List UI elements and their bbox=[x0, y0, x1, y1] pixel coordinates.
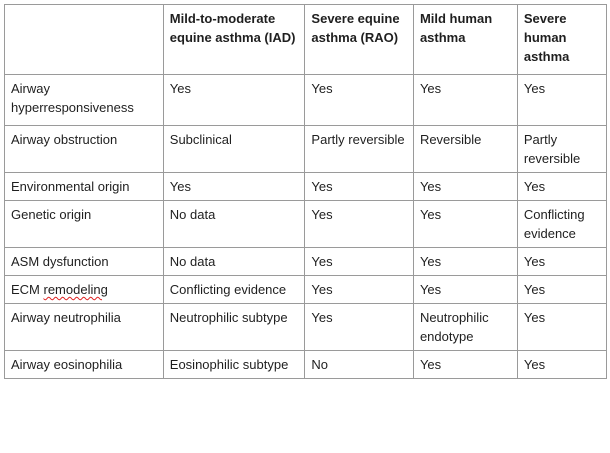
header-cell-severe-human: Severe human asthma bbox=[516, 4, 608, 75]
table-cell: Yes bbox=[412, 275, 518, 304]
table-row: ASM dysfunction No data Yes Yes Yes bbox=[4, 247, 608, 276]
header-cell-empty bbox=[4, 4, 164, 75]
table-cell: Yes bbox=[516, 172, 608, 201]
row-label: ECM remodeling bbox=[4, 275, 164, 304]
table-cell: Yes bbox=[304, 74, 414, 126]
table-cell: Yes bbox=[304, 275, 414, 304]
table-cell: No data bbox=[162, 247, 306, 276]
table-row: Airway eosinophilia Eosinophilic subtype… bbox=[4, 350, 608, 379]
table-cell: Eosinophilic subtype bbox=[162, 350, 306, 379]
comparison-table: Mild-to-moderate equine asthma (IAD) Sev… bbox=[4, 4, 608, 379]
table-cell: Conflicting evidence bbox=[162, 275, 306, 304]
row-label: ASM dysfunction bbox=[4, 247, 164, 276]
table-cell: No data bbox=[162, 200, 306, 248]
table-cell: Yes bbox=[412, 350, 518, 379]
row-label: Airway hyperresponsiveness bbox=[4, 74, 164, 126]
table-cell: Yes bbox=[162, 74, 306, 126]
table-row: Airway hyperresponsiveness Yes Yes Yes Y… bbox=[4, 74, 608, 126]
table-cell: Subclinical bbox=[162, 125, 306, 173]
table-row: Genetic origin No data Yes Yes Conflicti… bbox=[4, 200, 608, 248]
table-cell: Yes bbox=[412, 200, 518, 248]
row-label-prefix: ECM bbox=[11, 282, 44, 297]
table-cell: Yes bbox=[412, 74, 518, 126]
table-cell: Yes bbox=[304, 303, 414, 351]
table-row: Airway neutrophilia Neutrophilic subtype… bbox=[4, 303, 608, 351]
row-label: Airway eosinophilia bbox=[4, 350, 164, 379]
table-cell: Yes bbox=[516, 275, 608, 304]
table-row: Airway obstruction Subclinical Partly re… bbox=[4, 125, 608, 173]
table-cell: Yes bbox=[304, 200, 414, 248]
table-cell: Reversible bbox=[412, 125, 518, 173]
table-cell: Neutrophilic endotype bbox=[412, 303, 518, 351]
row-label: Airway neutrophilia bbox=[4, 303, 164, 351]
header-row: Mild-to-moderate equine asthma (IAD) Sev… bbox=[4, 4, 608, 75]
header-cell-severe-equine: Severe equine asthma (RAO) bbox=[304, 4, 414, 75]
table-cell: Conflicting evidence bbox=[516, 200, 608, 248]
table-cell: Yes bbox=[412, 172, 518, 201]
table-cell: Yes bbox=[304, 247, 414, 276]
table-cell: Yes bbox=[162, 172, 306, 201]
table-cell: Partly reversible bbox=[516, 125, 608, 173]
table-cell: Yes bbox=[516, 74, 608, 126]
table-cell: Neutrophilic subtype bbox=[162, 303, 306, 351]
table-cell: Yes bbox=[516, 350, 608, 379]
table-cell: Yes bbox=[304, 172, 414, 201]
table-row: Environmental origin Yes Yes Yes Yes bbox=[4, 172, 608, 201]
header-cell-mild-equine: Mild-to-moderate equine asthma (IAD) bbox=[162, 4, 306, 75]
table-cell: Yes bbox=[516, 247, 608, 276]
table-cell: Yes bbox=[412, 247, 518, 276]
table-cell: Yes bbox=[516, 303, 608, 351]
row-label: Genetic origin bbox=[4, 200, 164, 248]
row-label: Airway obstruction bbox=[4, 125, 164, 173]
spellcheck-underlined-word[interactable]: remodeling bbox=[43, 282, 108, 297]
table-row: ECM remodeling Conflicting evidence Yes … bbox=[4, 275, 608, 304]
table-cell: Partly reversible bbox=[304, 125, 414, 173]
row-label: Environmental origin bbox=[4, 172, 164, 201]
header-cell-mild-human: Mild human asthma bbox=[412, 4, 518, 75]
table-cell: No bbox=[304, 350, 414, 379]
